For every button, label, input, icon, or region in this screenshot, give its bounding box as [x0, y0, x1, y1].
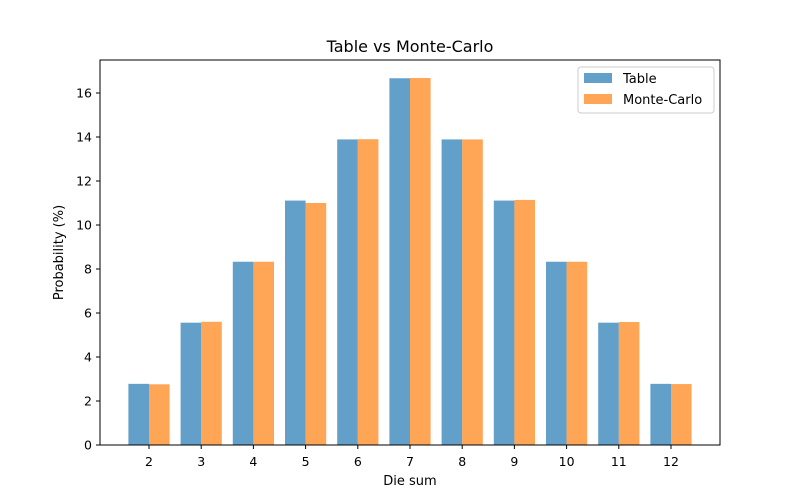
x-tick-label: 7 — [406, 454, 414, 469]
legend-label-monte-carlo: Monte-Carlo — [623, 93, 702, 108]
y-tick-label: 4 — [84, 350, 92, 365]
bar-table-6 — [337, 139, 358, 445]
y-tick-label: 0 — [84, 438, 92, 453]
y-tick-label: 14 — [76, 130, 92, 145]
bar-monte-carlo-12 — [671, 384, 692, 445]
bar-monte-carlo-8 — [462, 139, 483, 445]
x-axis-ticks: 2 3 4 5 6 7 8 9 10 11 12 — [145, 445, 679, 469]
y-tick-label: 6 — [84, 306, 92, 321]
y-tick-label: 2 — [84, 394, 92, 409]
x-tick-label: 5 — [302, 454, 310, 469]
x-tick-label: 4 — [249, 454, 257, 469]
x-tick-label: 2 — [145, 454, 153, 469]
y-tick-label: 12 — [76, 174, 92, 189]
bar-monte-carlo-3 — [201, 322, 222, 445]
x-tick-label: 10 — [559, 454, 575, 469]
bar-table-12 — [650, 384, 671, 445]
x-tick-label: 11 — [611, 454, 627, 469]
bar-table-8 — [442, 139, 463, 445]
x-tick-label: 12 — [663, 454, 679, 469]
x-axis-label: Die sum — [383, 474, 436, 489]
legend-swatch-monte-carlo — [584, 94, 612, 104]
y-axis-ticks: 0 2 4 6 8 10 12 14 16 — [76, 86, 100, 453]
bar-monte-carlo-5 — [306, 203, 327, 445]
y-tick-label: 16 — [76, 86, 92, 101]
bar-monte-carlo-2 — [149, 384, 170, 445]
x-tick-label: 3 — [197, 454, 205, 469]
bar-monte-carlo-11 — [619, 322, 640, 445]
bar-table-4 — [233, 262, 254, 445]
legend-swatch-table — [584, 73, 612, 83]
bar-monte-carlo-10 — [567, 262, 588, 445]
bar-table-7 — [389, 78, 410, 445]
y-tick-label: 10 — [76, 218, 92, 233]
bar-table-11 — [598, 323, 619, 445]
x-tick-label: 8 — [458, 454, 466, 469]
y-axis-label: Probability (%) — [52, 205, 67, 300]
chart-title: Table vs Monte-Carlo — [326, 37, 494, 56]
bar-table-2 — [128, 384, 149, 445]
bars-layer — [128, 78, 691, 445]
legend: Table Monte-Carlo — [578, 67, 714, 113]
x-tick-label: 6 — [354, 454, 362, 469]
bar-table-5 — [285, 201, 306, 445]
bar-table-9 — [494, 201, 515, 445]
x-tick-label: 9 — [510, 454, 518, 469]
legend-label-table: Table — [622, 72, 657, 87]
bar-table-3 — [181, 323, 202, 445]
bar-monte-carlo-9 — [514, 200, 535, 445]
bar-table-10 — [546, 262, 567, 445]
bar-monte-carlo-6 — [358, 139, 379, 445]
y-tick-label: 8 — [84, 262, 92, 277]
bar-monte-carlo-7 — [410, 78, 431, 445]
bar-monte-carlo-4 — [253, 262, 274, 445]
